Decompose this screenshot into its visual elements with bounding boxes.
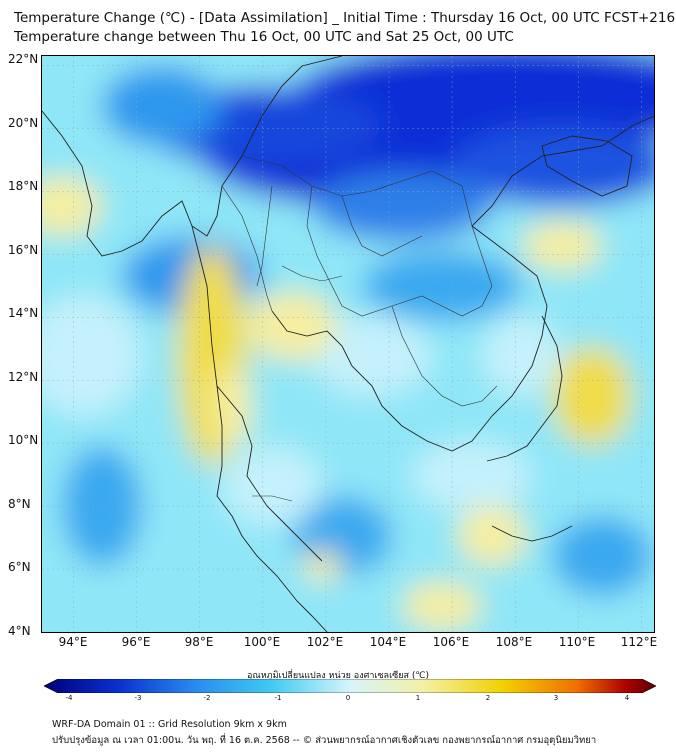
colorbar-tick: 0 [345,694,351,702]
lon-label: 104°E [369,635,407,649]
lon-label: 108°E [495,635,533,649]
lat-label: 14°N [8,306,39,320]
coastlines [42,56,654,632]
map-panel[interactable] [41,55,655,633]
lat-label: 4°N [8,624,31,638]
lon-label: 98°E [184,635,214,649]
lat-label: 22°N [8,52,39,66]
lat-label: 8°N [8,497,31,511]
country-borders [221,155,498,502]
color-field [42,56,654,632]
lat-label: 6°N [8,560,31,574]
colorbar-tick: -4 [65,694,73,702]
lon-label: 102°E [306,635,344,649]
lat-label: 18°N [8,179,39,193]
colorbar [44,679,656,693]
colorbar-tick: 1 [415,694,421,702]
colorbar-tick: -2 [203,694,211,702]
colorbar-tick: 2 [485,694,491,702]
lat-label: 20°N [8,116,39,130]
temperature-field-map [42,56,654,632]
lat-label: 12°N [8,370,39,384]
colorbar-tick: -1 [274,694,282,702]
colorbar-tick: 3 [553,694,559,702]
map-title: Temperature Change (℃) - [Data Assimilat… [14,10,676,26]
lat-label: 10°N [8,433,39,447]
lat-label: 16°N [8,243,39,257]
lon-label: 94°E [58,635,88,649]
footer-credit: ปรับปรุงข้อมูล ณ เวลา 01:00น. วัน พฤ. ที… [52,735,597,746]
lon-label: 106°E [432,635,470,649]
lon-label: 110°E [558,635,596,649]
graticule [42,56,654,632]
colorbar-tick: 4 [624,694,630,702]
map-subtitle: Temperature change between Thu 16 Oct, 0… [14,29,514,45]
colorbar-title: อุณหภูมิเปลี่ยนแปลง หน่วย องศาเซลเซียส (… [246,671,430,681]
lon-label: 100°E [243,635,281,649]
lon-label: 96°E [121,635,151,649]
footer-model-info: WRF-DA Domain 01 :: Grid Resolution 9km … [52,719,287,730]
lon-label: 112°E [620,635,658,649]
colorbar-tick: -3 [134,694,142,702]
